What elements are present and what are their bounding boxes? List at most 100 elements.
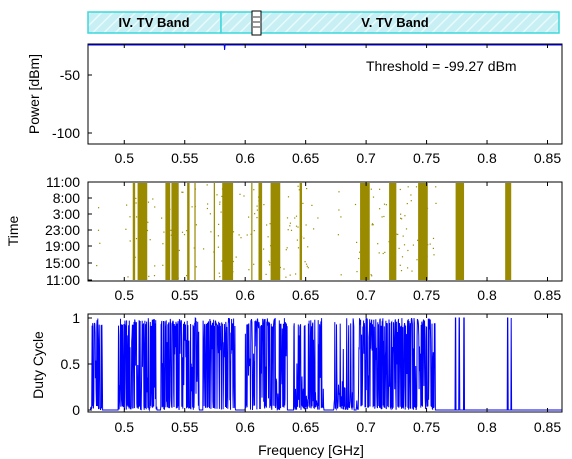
occupancy-dot: [285, 249, 287, 251]
occupancy-dot: [381, 216, 383, 218]
occupancy-dot: [136, 216, 138, 218]
occupancy-dot: [148, 275, 150, 277]
occupancy-dot: [400, 270, 403, 272]
occupancy-dot: [383, 215, 385, 218]
time-xtick-label: 0.5: [115, 287, 135, 303]
power-ticks: -50 -100 0.5 0.55 0.6 0.65 0.7 0.75 0.8 0.85: [52, 44, 561, 166]
occupancy-bar: [389, 183, 397, 280]
occupancy-dot: [243, 195, 245, 197]
occupancy-dot: [218, 272, 220, 274]
occupancy-dot: [165, 266, 168, 268]
power-xtick-label: 0.75: [413, 150, 440, 166]
occupancy-dot: [269, 264, 271, 266]
occupancy-dot: [246, 234, 248, 236]
occupancy-dot: [254, 213, 256, 215]
occupancy-dot: [302, 202, 304, 204]
occupancy-bar: [222, 183, 234, 280]
occupancy-dot: [297, 226, 299, 228]
occupancy-dot: [224, 263, 226, 265]
occupancy-dot: [210, 231, 212, 233]
occupancy-dot: [161, 217, 163, 219]
occupancy-dot: [435, 202, 437, 204]
occupancy-dot: [225, 237, 227, 239]
occupancy-dot: [370, 188, 372, 190]
occupancy-dot: [305, 224, 307, 226]
occupancy-dot: [372, 224, 374, 226]
duty-ytick-label: 0: [72, 402, 80, 418]
occupancy-dot: [356, 241, 358, 243]
occupancy-dot: [290, 229, 293, 231]
occupancy-dot: [143, 217, 145, 219]
occupancy-dot: [238, 234, 240, 236]
occupancy-dot: [221, 188, 224, 190]
occupancy-dot: [195, 224, 197, 226]
occupancy-dot: [277, 209, 279, 211]
occupancy-dot: [172, 215, 174, 217]
occupancy-dot: [384, 251, 386, 253]
occupancy-dot: [153, 275, 156, 277]
occupancy-dot: [134, 256, 136, 258]
occupancy-dot: [403, 244, 406, 246]
power-xtick-label: 0.5: [115, 150, 135, 166]
occupancy-dot: [399, 188, 401, 191]
occupancy-dot: [256, 217, 258, 219]
occupancy-dot: [154, 206, 156, 208]
frequency-xlabel: Frequency [GHz]: [258, 442, 364, 458]
time-ytick-label: 11:00: [46, 174, 80, 190]
occupancy-dot: [307, 267, 309, 269]
occupancy-dot: [425, 267, 428, 269]
time-ytick-label: 19:00: [45, 238, 80, 254]
occupancy-dot: [176, 196, 178, 199]
occupancy-dot: [305, 263, 308, 265]
time-xtick-label: 0.55: [171, 287, 198, 303]
occupancy-dot: [209, 213, 211, 215]
occupancy-dot: [256, 205, 258, 207]
occupancy-dot: [391, 223, 393, 225]
occupancy-dot: [98, 207, 100, 209]
occupancy-dot: [225, 275, 227, 277]
occupancy-dot: [206, 207, 208, 210]
occupancy-dot: [283, 268, 285, 270]
occupancy-dot: [422, 188, 424, 190]
occupancy-dot: [411, 270, 413, 272]
occupancy-dot: [168, 209, 170, 211]
occupancy-dot: [412, 244, 414, 246]
occupancy-dot: [220, 211, 222, 213]
occupancy-bar: [270, 183, 281, 280]
occupancy-dot: [354, 203, 357, 206]
occupancy-dot: [360, 186, 362, 188]
duty-xtick-label: 0.65: [292, 419, 319, 435]
occupancy-dot: [433, 254, 435, 256]
power-series-line: [88, 44, 562, 50]
occupancy-dot: [163, 231, 165, 233]
occupancy-dot: [363, 185, 365, 187]
band-iv-label: IV. TV Band: [118, 15, 189, 30]
occupancy-dot: [295, 225, 298, 227]
occupancy-dot: [410, 200, 412, 202]
occupancy-dot: [203, 248, 205, 250]
duty-xtick-label: 0.5: [115, 419, 135, 435]
occupancy-dot: [407, 249, 409, 252]
occupancy-dot: [388, 241, 390, 243]
occupancy-bar: [251, 183, 253, 280]
occupancy-dot: [382, 252, 384, 255]
occupancy-dot: [397, 233, 399, 235]
occupancy-dot: [399, 264, 401, 266]
occupancy-dot: [424, 192, 427, 194]
occupancy-dot: [400, 217, 402, 219]
duty-ytick-label: 0.5: [61, 356, 81, 372]
occupancy-dot: [127, 276, 129, 278]
occupancy-dot: [182, 191, 184, 193]
band-marker: [251, 10, 262, 36]
occupancy-dot: [253, 230, 255, 232]
occupancy-dot: [248, 269, 250, 271]
occupancy-dot: [370, 274, 372, 276]
occupancy-dot: [416, 259, 418, 261]
occupancy-dot: [359, 251, 361, 253]
power-plot-area: [88, 44, 562, 50]
occupancy-dot: [295, 273, 297, 275]
occupancy-dot: [402, 235, 404, 237]
occupancy-dot: [276, 248, 279, 250]
occupancy-dot: [311, 204, 313, 206]
